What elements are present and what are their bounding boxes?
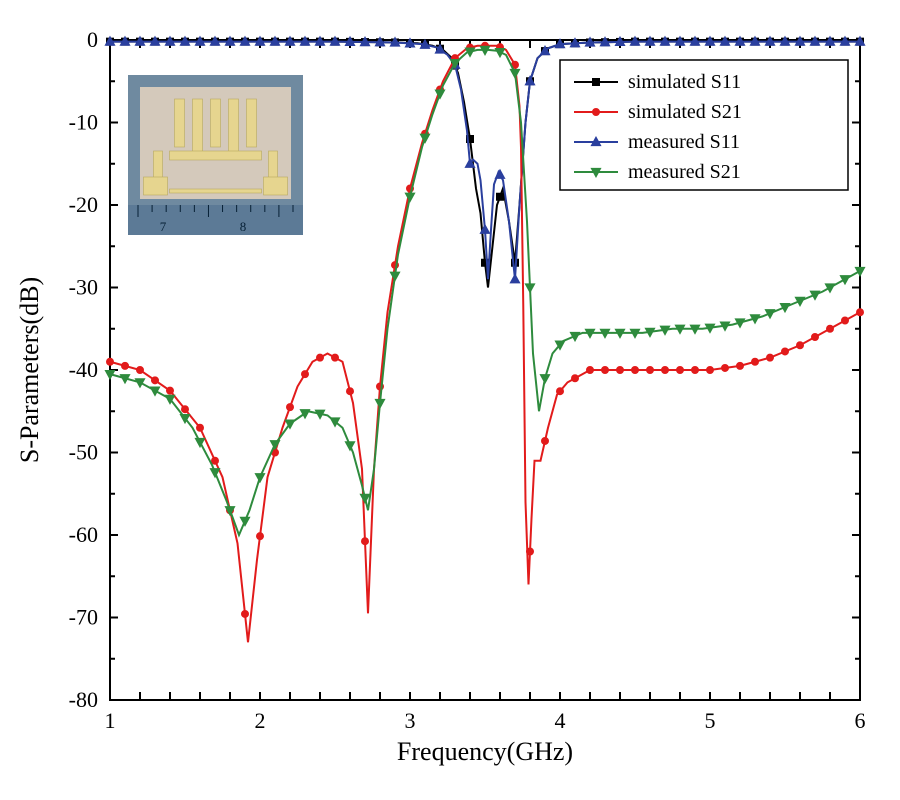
y-tick-label: -70 (69, 605, 98, 630)
legend-label: simulated S21 (628, 101, 742, 123)
x-tick-label: 6 (855, 708, 866, 733)
y-tick-label: 0 (87, 27, 98, 52)
y-axis-title: S-Parameters(dB) (15, 277, 44, 463)
inset-photo: 78 (128, 75, 303, 235)
legend-label: measured S11 (628, 131, 740, 153)
x-tick-label: 1 (105, 708, 116, 733)
legend-label: measured S21 (628, 161, 741, 183)
inset-ruler-label: 7 (160, 219, 167, 234)
x-tick-label: 5 (705, 708, 716, 733)
x-tick-label: 4 (555, 708, 566, 733)
legend: simulated S11 simulated S21 measured S11 me… (560, 60, 848, 190)
y-tick-label: -10 (69, 110, 98, 135)
y-tick-label: -30 (69, 275, 98, 300)
x-tick-label: 3 (405, 708, 416, 733)
sparams-chart: 1 2 3 4 5 6 Frequency(GHz) 0 -10 -20 -30 -40 -50 -60 -… (0, 0, 900, 800)
y-tick-label: -50 (69, 440, 98, 465)
legend-label: simulated S11 (628, 71, 741, 93)
y-tick-label: -60 (69, 522, 98, 547)
y-tick-label: -80 (69, 687, 98, 712)
x-axis-title: Frequency(GHz) (397, 737, 573, 766)
inset-ruler-label: 8 (240, 219, 247, 234)
x-tick-label: 2 (255, 708, 266, 733)
y-tick-label: -20 (69, 192, 98, 217)
y-tick-label: -40 (69, 357, 98, 382)
